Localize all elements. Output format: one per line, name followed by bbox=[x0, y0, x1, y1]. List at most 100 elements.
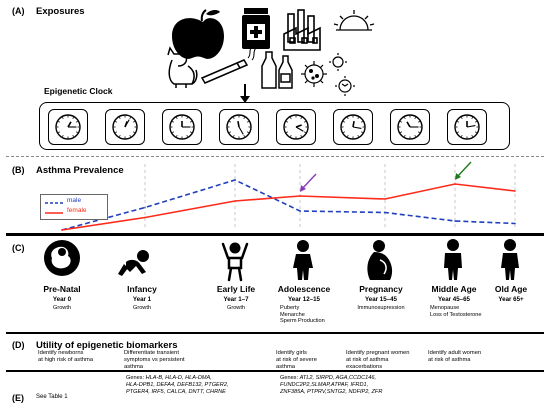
utility-note: Identify girls at risk of severe asthma bbox=[276, 350, 317, 371]
utility-note-line: Identify girls bbox=[276, 350, 307, 356]
clock-card bbox=[48, 109, 88, 145]
stage-year: Year 12–15 bbox=[287, 296, 320, 303]
child-icon bbox=[221, 242, 249, 282]
series-line-male bbox=[61, 179, 516, 231]
data-point-male-adolescence bbox=[299, 210, 301, 212]
virus-icon bbox=[301, 61, 327, 87]
data-point-female-adolescence bbox=[299, 195, 301, 197]
stage-notes: Growth bbox=[196, 305, 276, 312]
stage-year: Year 1 bbox=[132, 296, 152, 303]
factory-icon bbox=[283, 9, 321, 51]
annotation-arrow-icon bbox=[455, 161, 472, 180]
utility-note-line: Identify pregnant women bbox=[346, 350, 410, 356]
stage-name: Infancy bbox=[127, 284, 157, 294]
legend-swatches bbox=[45, 202, 63, 214]
clock-icon bbox=[454, 114, 480, 140]
utility-note-line: asthma bbox=[124, 364, 144, 370]
utility-note-line: at risk of severe bbox=[276, 357, 317, 363]
bottles-icon bbox=[261, 51, 293, 89]
medicine-bottle-icon bbox=[242, 8, 270, 49]
utility-note-line: Identify newborns bbox=[38, 350, 84, 356]
elderly-person-icon bbox=[501, 239, 519, 280]
stage-name: Adolescence bbox=[277, 284, 331, 294]
stage-name: Pre-Natal bbox=[43, 284, 81, 294]
utility-note: Differentiate transient symptoms vs persi… bbox=[124, 350, 185, 371]
stage-note-line: Sperm Production bbox=[280, 318, 325, 325]
clock-card bbox=[447, 109, 487, 145]
utility-note-line: at risk of asthma bbox=[428, 357, 471, 363]
adolescent-icon bbox=[293, 240, 313, 280]
stage-name: Old Age bbox=[494, 284, 528, 294]
utility-note-line: at risk of asthma bbox=[346, 357, 389, 363]
genes-later-list-1: ATL2, SIRPD, AGA,CCDC146, bbox=[299, 375, 377, 381]
data-point-female-middle-age bbox=[454, 183, 456, 185]
data-point-male-pregnancy bbox=[384, 211, 386, 214]
utility-note-line: Identify adult women bbox=[428, 350, 482, 356]
genes-later-line-3: ZNF385A, PTPRV,SNTG2, NDFIP2, ZFR bbox=[280, 389, 383, 396]
stage-notes: Growth bbox=[22, 305, 102, 312]
utility-note-line: symptoms vs persistent bbox=[124, 357, 185, 363]
data-point-male-middle-age bbox=[454, 220, 456, 222]
clock-card bbox=[276, 109, 316, 145]
clock-icon bbox=[340, 114, 366, 140]
utility-note: Identify pregnant women at risk of asthma… bbox=[346, 350, 409, 371]
data-point-male-old-age bbox=[514, 222, 516, 225]
clock-icon bbox=[55, 114, 81, 140]
panel-a-letter: (A) bbox=[12, 6, 25, 16]
stage-note-line: Menarche bbox=[280, 311, 305, 318]
exposure-arrow-icon bbox=[240, 84, 250, 102]
clock-card bbox=[219, 109, 259, 145]
data-point-female-early-life bbox=[234, 200, 236, 202]
asthma-prevalence-chart bbox=[61, 161, 516, 231]
clock-icon bbox=[397, 114, 423, 140]
clock-card bbox=[333, 109, 373, 145]
stage-name: Early Life bbox=[216, 284, 256, 294]
stage-notes: Growth bbox=[102, 305, 182, 312]
apple-icon bbox=[172, 9, 224, 59]
stage-year: Year 15–45 bbox=[364, 296, 397, 303]
divider-b-c bbox=[6, 233, 544, 236]
legend-label-male: male bbox=[67, 197, 82, 204]
fetus-icon bbox=[44, 240, 80, 276]
data-point-female-infancy bbox=[144, 216, 146, 219]
divider-c-d bbox=[6, 332, 544, 334]
stage-year: Year 45–65 bbox=[437, 296, 470, 303]
data-point-female-old-age bbox=[514, 190, 516, 192]
stage-year: Year 0 bbox=[52, 296, 72, 303]
utility-note-line: asthma bbox=[276, 364, 296, 370]
genes-early-line-2: HLA-DPB1, DEFA4, DEFB132, PTGER2, bbox=[126, 382, 229, 389]
genes-early-line-3: PTGER4, IRF5, CALCA, DNTT, CHRNE bbox=[126, 389, 226, 396]
cat-icon bbox=[167, 46, 198, 88]
stage-note-line: Loss of Testosterone bbox=[430, 311, 482, 318]
divider-d-e bbox=[6, 370, 544, 372]
stage-notes: Puberty Menarche Sperm Production bbox=[280, 305, 325, 325]
data-point-male-infancy bbox=[144, 206, 146, 209]
series-line-female bbox=[61, 183, 516, 231]
clock-icon bbox=[169, 114, 195, 140]
clock-icon bbox=[226, 114, 252, 140]
stage-icons bbox=[44, 239, 519, 282]
chart-legend: male female bbox=[40, 194, 108, 220]
genes-early-line-1: Genes: HLA-B, HLA-D, HLA-DMA, bbox=[126, 375, 228, 382]
crawling-baby-icon bbox=[118, 250, 149, 276]
stage-note-line: Puberty bbox=[280, 305, 300, 311]
exposure-icons bbox=[167, 8, 375, 102]
stage-name: Middle Age bbox=[431, 284, 477, 294]
panel-b-title: Asthma Prevalence bbox=[36, 165, 124, 176]
utility-note-line: exacerbations bbox=[346, 364, 383, 370]
adult-icon bbox=[444, 239, 462, 280]
data-point-female-pre-natal bbox=[61, 229, 63, 231]
divider-a-b bbox=[6, 156, 544, 157]
data-point-female-pregnancy bbox=[384, 198, 386, 200]
genes-later-label: Genes: bbox=[280, 375, 300, 381]
epigenetic-clock-panel bbox=[39, 102, 510, 150]
clock-card bbox=[162, 109, 202, 145]
panel-a-title: Exposures bbox=[36, 6, 85, 17]
data-point-male-early-life bbox=[234, 179, 236, 181]
panel-c-letter: (C) bbox=[12, 243, 25, 253]
stage-notes: Immunosupression bbox=[341, 305, 421, 312]
genes-early-life: Genes: HLA-B, HLA-D, HLA-DMA, HLA-DPB1, … bbox=[126, 375, 228, 397]
stage-name: Pregnancy bbox=[359, 284, 403, 294]
stage-note-line: Immunosupression bbox=[357, 305, 405, 311]
stage-note-line: Growth bbox=[226, 305, 246, 311]
